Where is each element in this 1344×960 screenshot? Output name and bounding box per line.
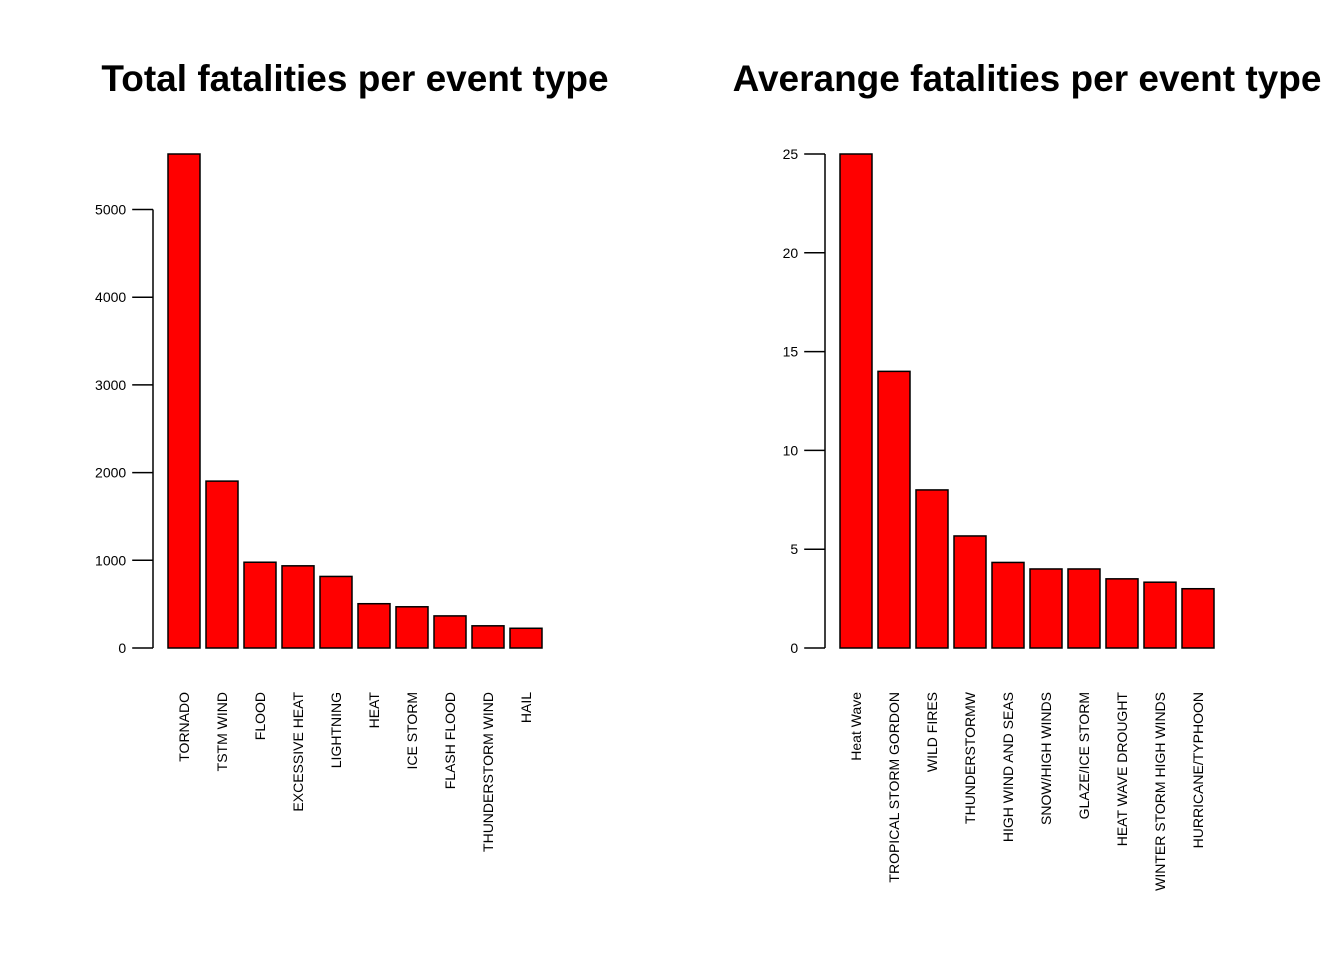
y-tick-label: 4000	[95, 289, 126, 305]
bar	[953, 535, 987, 649]
bar	[395, 606, 429, 649]
bar	[1029, 568, 1063, 649]
x-category-label: TROPICAL STORM GORDON	[886, 692, 902, 883]
y-tick-label: 15	[783, 344, 799, 360]
bar	[839, 153, 873, 649]
chart-title: Total fatalities per event type	[101, 58, 608, 99]
x-category-label: GLAZE/ICE STORM	[1076, 692, 1092, 819]
x-category-label: SNOW/HIGH WINDS	[1038, 692, 1054, 825]
bar	[1105, 578, 1139, 649]
x-category-label: Heat Wave	[848, 692, 864, 761]
y-tick-label: 5000	[95, 202, 126, 218]
x-category-label: ICE STORM	[404, 692, 420, 770]
bar	[433, 615, 467, 649]
bar	[915, 489, 949, 649]
x-category-label: TSTM WIND	[214, 692, 230, 771]
x-category-label: LIGHTNING	[328, 692, 344, 768]
bar	[991, 561, 1025, 649]
y-tick-label: 0	[118, 640, 126, 656]
bar	[167, 153, 201, 649]
x-category-label: FLOOD	[252, 692, 268, 740]
bar	[205, 480, 239, 649]
bar	[1181, 587, 1215, 649]
x-category-label: HIGH WIND AND SEAS	[1000, 692, 1016, 842]
y-tick-label: 5	[790, 541, 798, 557]
average-fatalities-chart: Averange fatalities per event type 0 5 10 1…	[733, 58, 1322, 891]
x-category-label: TORNADO	[176, 692, 192, 762]
bar	[357, 602, 391, 649]
chart-title: Averange fatalities per event type	[733, 58, 1322, 99]
x-category-label: FLASH FLOOD	[442, 692, 458, 789]
y-tick-label: 20	[783, 245, 799, 261]
x-category-label: HAIL	[518, 692, 534, 723]
bar	[471, 625, 505, 649]
y-tick-label: 3000	[95, 377, 126, 393]
bar	[509, 627, 543, 649]
y-tick-label: 10	[783, 442, 799, 458]
bar	[243, 561, 277, 649]
y-tick-label: 25	[783, 146, 799, 162]
x-category-label: THUNDERSTORMW	[962, 691, 978, 824]
bar	[319, 575, 353, 649]
x-category-label: WINTER STORM HIGH WINDS	[1152, 692, 1168, 891]
x-category-label: EXCESSIVE HEAT	[290, 692, 306, 812]
y-tick-label: 0	[790, 640, 798, 656]
bar	[1143, 581, 1177, 649]
total-fatalities-chart: Total fatalities per event type 0 1000 200…	[95, 58, 609, 852]
x-category-label: WILD FIRES	[924, 692, 940, 772]
bar	[1067, 568, 1101, 649]
y-tick-label: 1000	[95, 552, 126, 568]
x-category-label: HURRICANE/TYPHOON	[1190, 692, 1206, 848]
y-tick-label: 2000	[95, 465, 126, 481]
bar	[877, 370, 911, 649]
x-category-label: THUNDERSTORM WIND	[480, 692, 496, 852]
bar	[281, 565, 315, 649]
x-category-label: HEAT	[366, 692, 382, 729]
x-category-label: HEAT WAVE DROUGHT	[1114, 692, 1130, 847]
